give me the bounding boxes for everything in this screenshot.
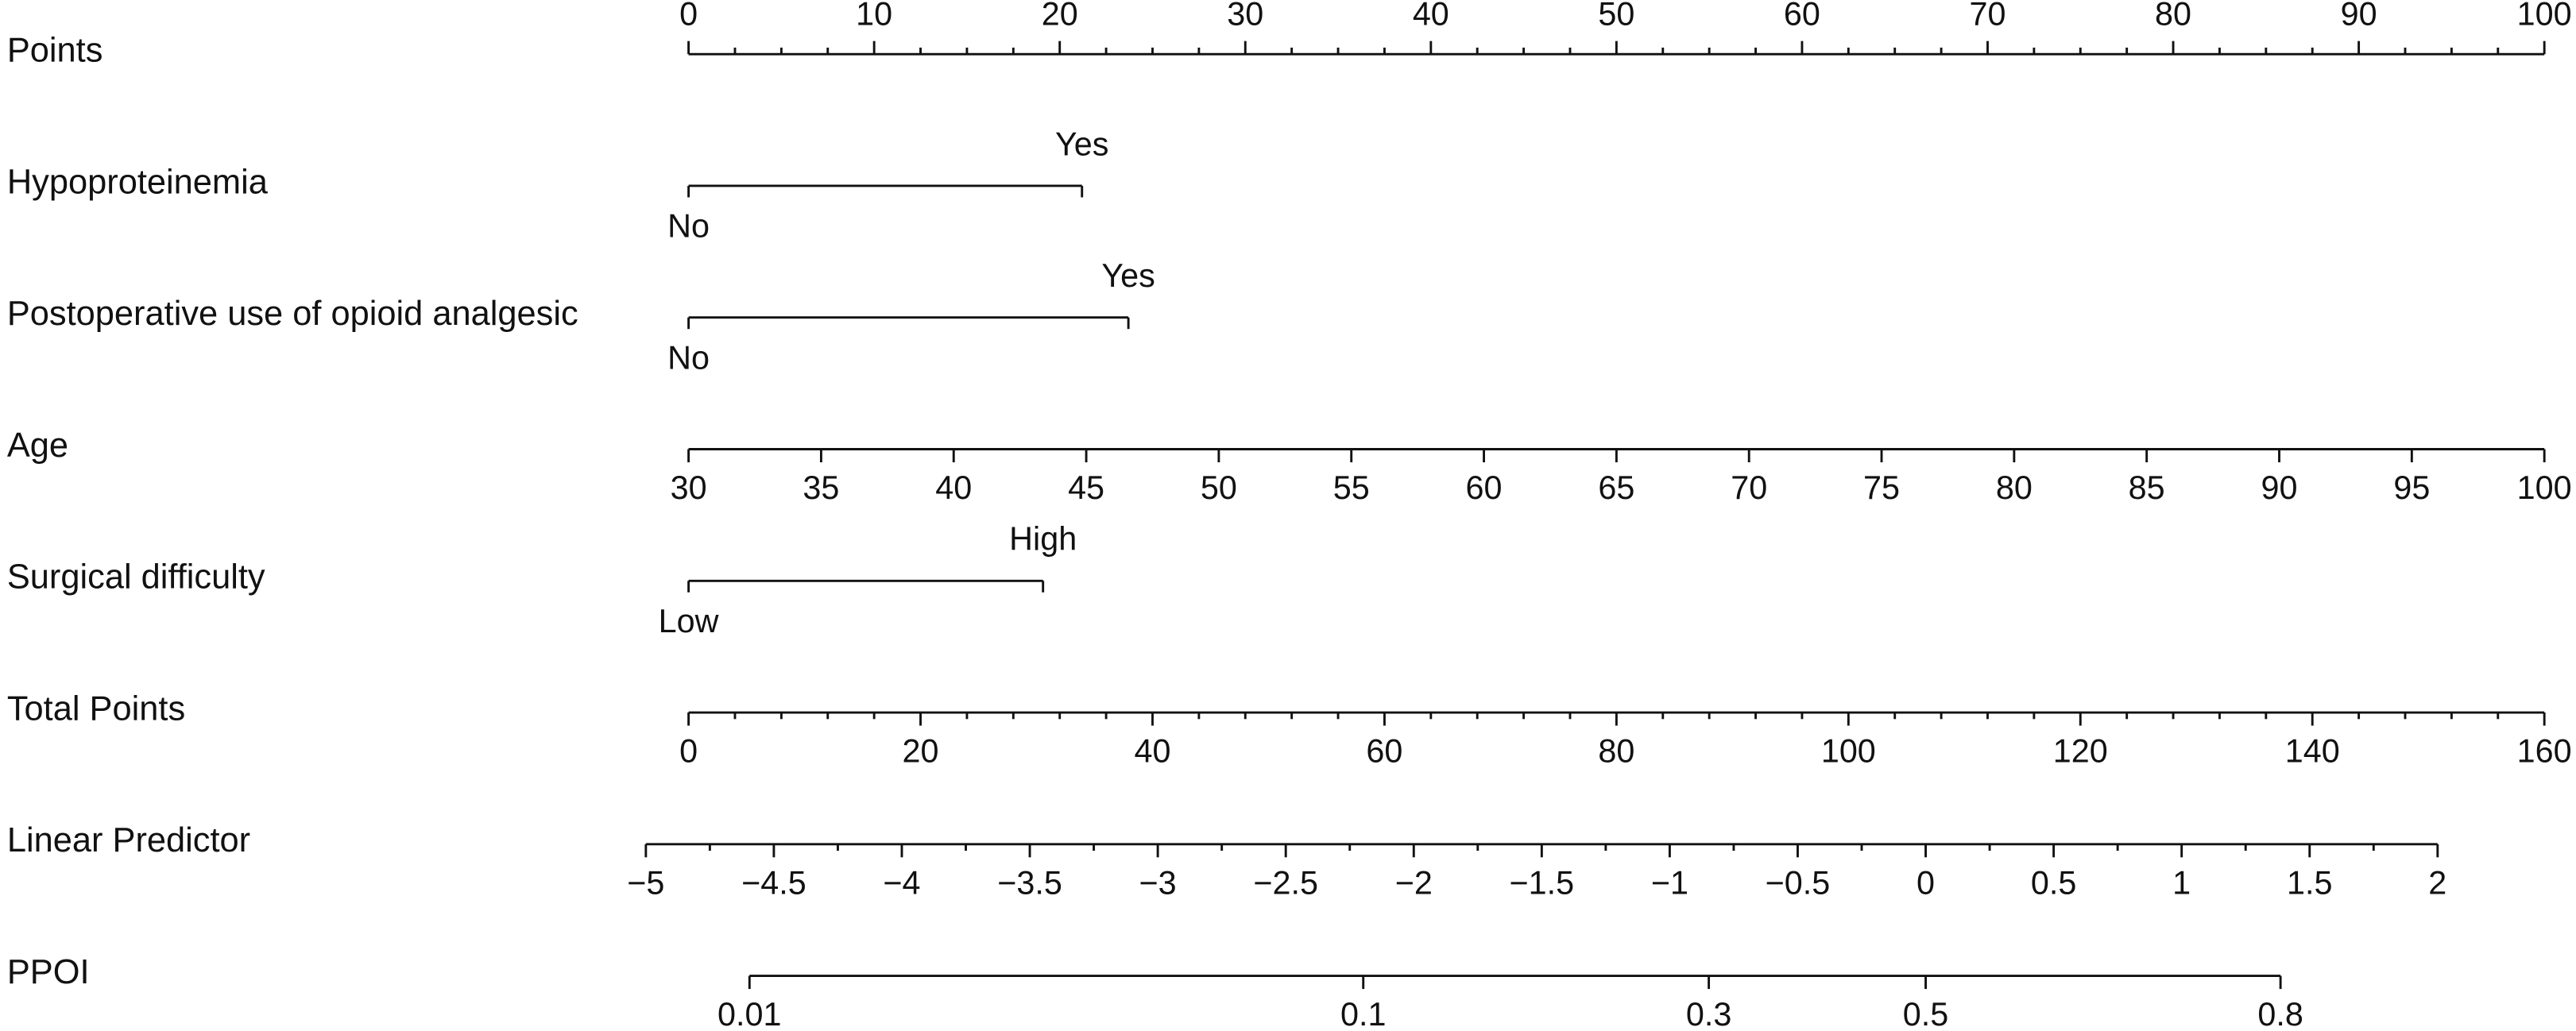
- tick-label: 40: [1134, 733, 1170, 770]
- tick-label: 70: [1969, 0, 2005, 33]
- tick-label: −4: [883, 864, 920, 901]
- tick-label: −3: [1139, 864, 1177, 901]
- tick-label: 90: [2341, 0, 2377, 33]
- tick-label: 90: [2261, 469, 2298, 506]
- tick-label: 75: [1863, 469, 1900, 506]
- tick-label: 140: [2285, 733, 2340, 770]
- category-label: No: [667, 208, 710, 245]
- row-label: PPOI: [7, 953, 90, 991]
- tick-label: 10: [856, 0, 892, 33]
- tick-label: 0.1: [1340, 996, 1386, 1031]
- tick-label: 60: [1784, 0, 1820, 33]
- tick-label: 50: [1201, 469, 1237, 506]
- tick-label: 30: [1227, 0, 1263, 33]
- category-label: Yes: [1101, 257, 1155, 294]
- tick-label: 55: [1333, 469, 1370, 506]
- tick-label: 1: [2172, 864, 2191, 901]
- tick-label: 40: [1413, 0, 1449, 33]
- row-label: Surgical difficulty: [7, 558, 265, 597]
- tick-label: 120: [2053, 733, 2108, 770]
- tick-label: 0.01: [717, 996, 781, 1031]
- row-label: Linear Predictor: [7, 821, 250, 859]
- tick-label: 60: [1466, 469, 1503, 506]
- tick-label: −5: [627, 864, 664, 901]
- row-label: Total Points: [7, 689, 185, 728]
- category-label: Yes: [1055, 125, 1108, 162]
- tick-label: 70: [1731, 469, 1767, 506]
- tick-label: 20: [903, 733, 939, 770]
- tick-label: 65: [1598, 469, 1634, 506]
- tick-label: 30: [671, 469, 707, 506]
- row-label: Age: [7, 427, 68, 465]
- tick-label: 45: [1068, 469, 1104, 506]
- tick-label: 40: [935, 469, 972, 506]
- tick-label: −0.5: [1766, 864, 1831, 901]
- tick-label: 0.5: [1903, 996, 1948, 1031]
- tick-label: 100: [2517, 0, 2572, 33]
- tick-label: 2: [2428, 864, 2446, 901]
- tick-label: 1.5: [2287, 864, 2332, 901]
- tick-label: 0: [679, 0, 698, 33]
- row-label: Hypoproteinemia: [7, 163, 269, 201]
- tick-label: 160: [2517, 733, 2572, 770]
- tick-label: −3.5: [997, 864, 1062, 901]
- tick-label: 85: [2129, 469, 2165, 506]
- row-label: Postoperative use of opioid analgesic: [7, 295, 578, 333]
- tick-label: 0.5: [2031, 864, 2076, 901]
- row-label: Points: [7, 32, 103, 70]
- tick-label: 0.8: [2257, 996, 2303, 1031]
- tick-label: 0: [1917, 864, 1935, 901]
- tick-label: −1.5: [1510, 864, 1575, 901]
- tick-label: −4.5: [741, 864, 806, 901]
- tick-label: 35: [803, 469, 839, 506]
- tick-label: 20: [1042, 0, 1078, 33]
- category-label: High: [1009, 521, 1077, 558]
- tick-label: 0: [679, 733, 698, 770]
- tick-label: −2.5: [1253, 864, 1318, 901]
- tick-label: −2: [1395, 864, 1433, 901]
- tick-label: 100: [1821, 733, 1876, 770]
- tick-label: −1: [1651, 864, 1688, 901]
- tick-label: 100: [2517, 469, 2572, 506]
- tick-label: 95: [2393, 469, 2430, 506]
- category-label: Low: [659, 603, 719, 639]
- category-label: No: [667, 339, 710, 376]
- tick-label: 60: [1366, 733, 1402, 770]
- tick-label: 50: [1598, 0, 1634, 33]
- tick-label: 0.3: [1686, 996, 1731, 1031]
- tick-label: 80: [1996, 469, 2033, 506]
- tick-label: 80: [2155, 0, 2191, 33]
- tick-label: 80: [1598, 733, 1634, 770]
